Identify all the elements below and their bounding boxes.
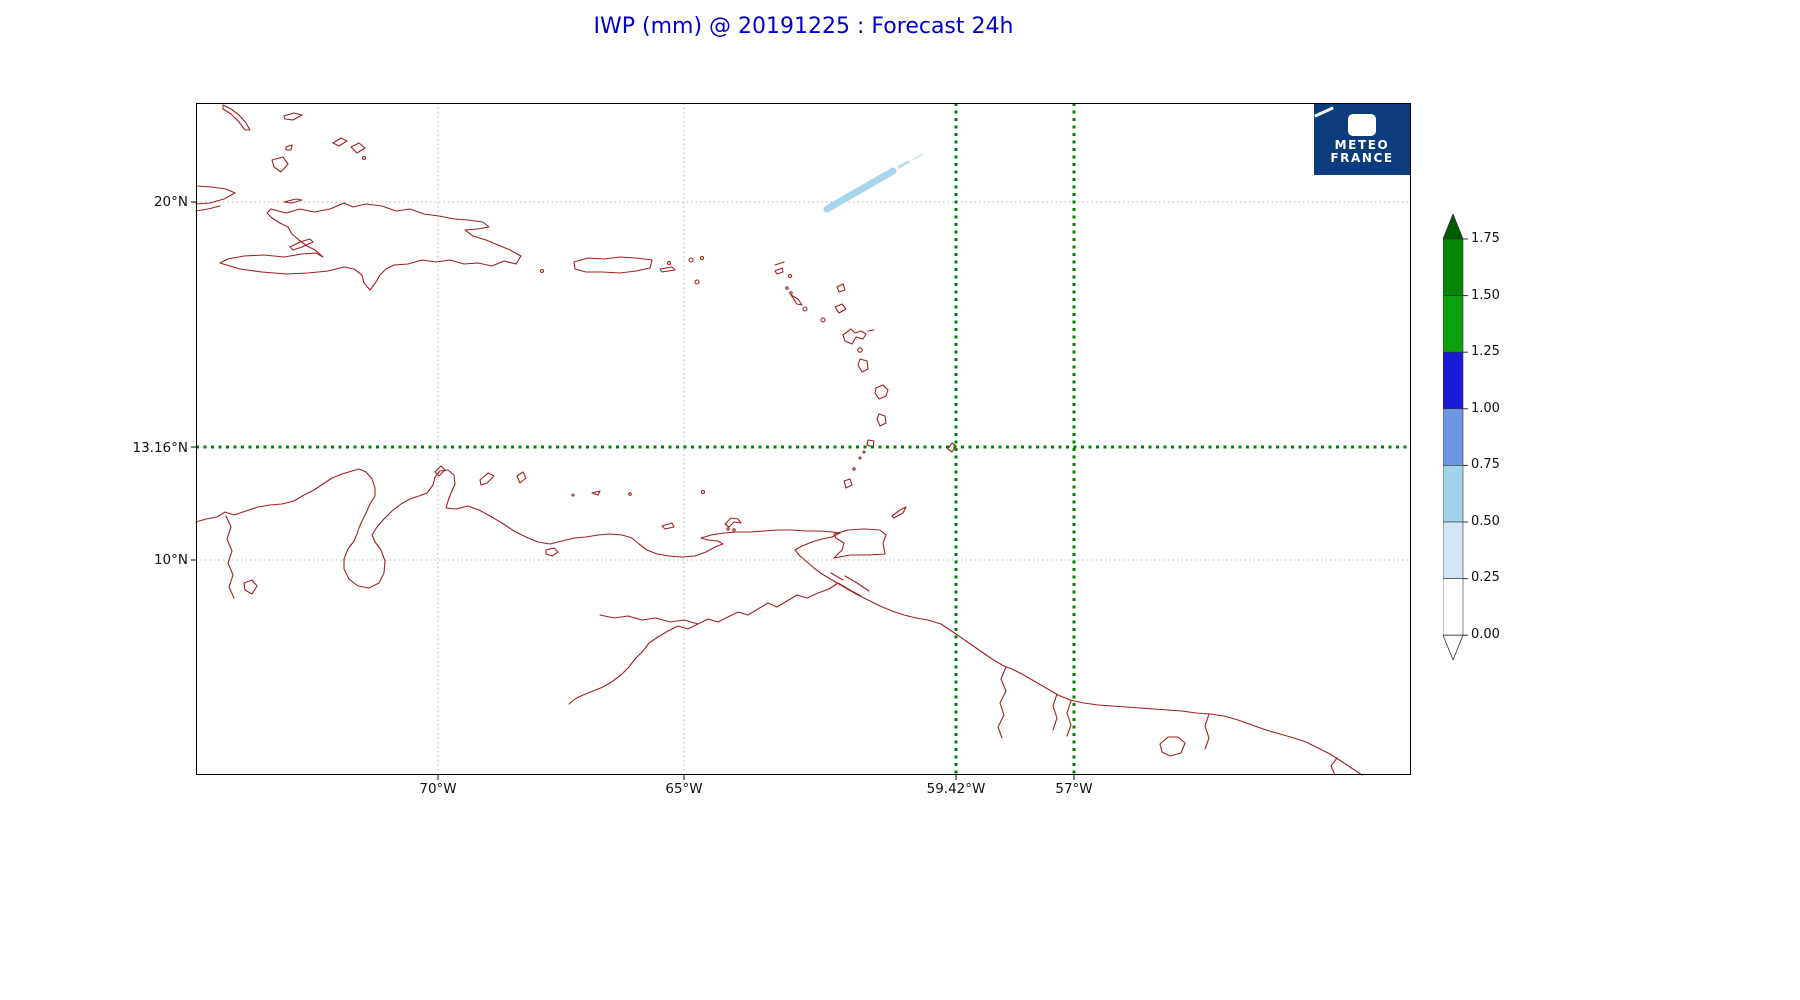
colorbar-segment [1443, 295, 1464, 353]
lake-valencia [545, 547, 559, 557]
colorbar-tick-marks [1463, 238, 1468, 636]
colorbar-tick-label: 0.50 [1471, 514, 1500, 529]
coast-south-america [195, 468, 1363, 776]
coast-dominica [857, 358, 869, 373]
coast-martinique [874, 384, 889, 400]
graticule-gridlines [196, 103, 1411, 775]
colorbar-tick-label: 0.00 [1471, 627, 1500, 642]
river-magdalena [225, 515, 235, 599]
x-tick-label-70w: 70°W [419, 781, 457, 797]
coast-bahamas [222, 104, 251, 131]
colorbar-tick-label: 0.25 [1471, 570, 1500, 585]
coast-puerto-rico [573, 256, 653, 274]
figure-title: IWP (mm) @ 20191225 : Forecast 24h [593, 14, 1014, 39]
meteo-france-icon [1314, 106, 1376, 136]
x-tick-label-65w: 65°W [665, 781, 703, 797]
colorbar-segment [1443, 465, 1464, 523]
coast-turks-caicos [332, 137, 348, 147]
colorbar-tick-label: 0.75 [1471, 457, 1500, 472]
y-tick-label-13-16n: 13.16°N [132, 440, 189, 456]
river-orinoco [568, 582, 839, 705]
colorbar-segment [1443, 578, 1464, 636]
coast-tobago [891, 506, 907, 519]
colorbar-extend-over [1443, 214, 1464, 240]
coast-bonaire [516, 471, 527, 484]
river-apure [599, 614, 699, 625]
colorbar-segment [1443, 238, 1464, 296]
y-tick-label-10n: 10°N [153, 552, 188, 568]
lake-brokopondo [1159, 736, 1186, 757]
colorbar-tick-label: 1.50 [1471, 288, 1500, 303]
coast-lesser-antilles [774, 261, 785, 266]
colorbar-extend-under [1443, 634, 1464, 660]
colorbar-segment [1443, 521, 1464, 579]
map-svg [191, 103, 1411, 780]
map-plot-area: METEO FRANCE [191, 103, 1411, 780]
meteo-france-glyph [1314, 106, 1334, 118]
coast-margarita [724, 517, 742, 528]
x-tick-label-57w: 57°W [1055, 781, 1093, 797]
colorbar-tick-label: 1.75 [1471, 231, 1500, 246]
colorbar-segment [1443, 408, 1464, 466]
iwp-streak-overlay [823, 154, 923, 213]
coast-curacao [479, 472, 495, 486]
colorbar-tick-label: 1.00 [1471, 401, 1500, 416]
coast-gonave [289, 238, 314, 251]
colorbar-tick-label: 1.25 [1471, 344, 1500, 359]
coast-st-lucia [876, 413, 887, 427]
coast-grenada [843, 478, 853, 489]
coast-guadeloupe [842, 328, 867, 345]
coast-hispaniola [219, 202, 522, 291]
x-tick-label-59-42w: 59.42°W [926, 781, 986, 797]
river-essequibo [997, 666, 1007, 739]
coast-virgin-islands [688, 257, 694, 263]
logo-text-meteo: METEO [1334, 138, 1390, 152]
y-tick-label-20n: 20°N [153, 194, 188, 210]
logo-text-france: FRANCE [1330, 151, 1394, 165]
coast-trinidad [833, 528, 887, 559]
coast-cuba [195, 185, 236, 205]
axis-ticks [191, 201, 1075, 780]
colorbar-segment [1443, 351, 1464, 410]
marker-lines [196, 103, 1411, 775]
plot-border [196, 103, 1411, 775]
colorbar [1443, 214, 1468, 660]
coastlines [195, 104, 1363, 776]
meteo-france-logo: METEO FRANCE [1314, 104, 1410, 175]
